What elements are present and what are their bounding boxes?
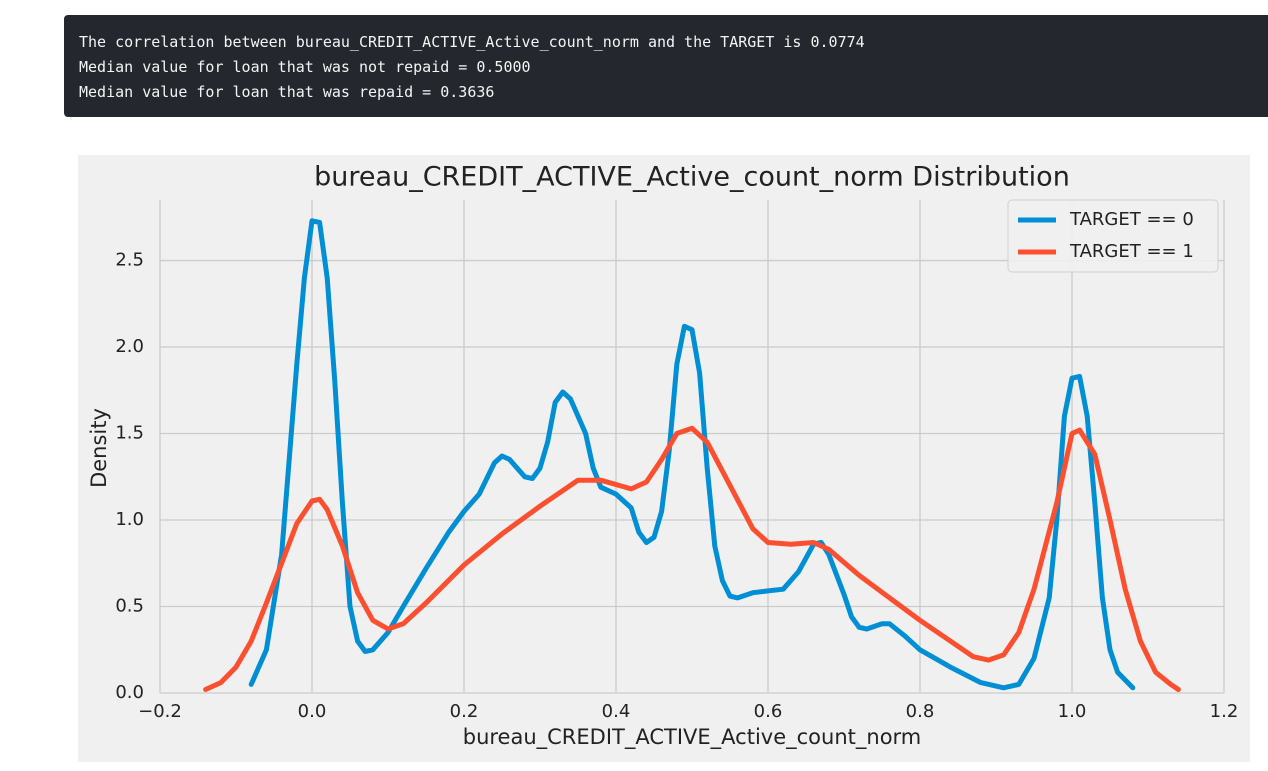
y-tick-label: 2.0 bbox=[115, 336, 144, 357]
legend: TARGET == 0 TARGET == 1 bbox=[1007, 199, 1219, 273]
y-tick-label: 0.0 bbox=[115, 682, 144, 703]
y-tick-label: 0.5 bbox=[115, 596, 144, 617]
output-line: Median value for loan that was not repai… bbox=[79, 58, 531, 76]
legend-box bbox=[1007, 199, 1219, 273]
x-axis-label: bureau_CREDIT_ACTIVE_Active_count_norm bbox=[463, 725, 922, 750]
x-tick-label: 1.2 bbox=[1210, 701, 1239, 722]
x-tick-label: 0.0 bbox=[298, 701, 327, 722]
x-tick-label: 0.2 bbox=[450, 701, 479, 722]
output-cell: The correlation between bureau_CREDIT_AC… bbox=[64, 15, 1268, 117]
x-tick-label: −0.2 bbox=[138, 701, 182, 722]
output-line: The correlation between bureau_CREDIT_AC… bbox=[79, 33, 865, 51]
x-tick-label: 1.0 bbox=[1058, 701, 1087, 722]
density-line bbox=[248, 218, 1136, 691]
legend-label: TARGET == 0 bbox=[1069, 209, 1194, 230]
y-tick-label: 1.0 bbox=[115, 509, 144, 530]
output-line: Median value for loan that was repaid = … bbox=[79, 83, 495, 101]
legend-label: TARGET == 1 bbox=[1069, 241, 1194, 262]
density-line bbox=[203, 425, 1181, 692]
x-tick-label: 0.6 bbox=[754, 701, 783, 722]
x-tick-label: 0.4 bbox=[602, 701, 631, 722]
x-tick-label: 0.8 bbox=[906, 701, 935, 722]
y-axis-label: Density bbox=[87, 408, 111, 488]
chart: bureau_CREDIT_ACTIVE_Active_count_norm D… bbox=[78, 155, 1250, 762]
chart-title: bureau_CREDIT_ACTIVE_Active_count_norm D… bbox=[314, 162, 1070, 193]
y-tick-label: 1.5 bbox=[115, 423, 144, 444]
y-tick-label: 2.5 bbox=[115, 250, 144, 271]
